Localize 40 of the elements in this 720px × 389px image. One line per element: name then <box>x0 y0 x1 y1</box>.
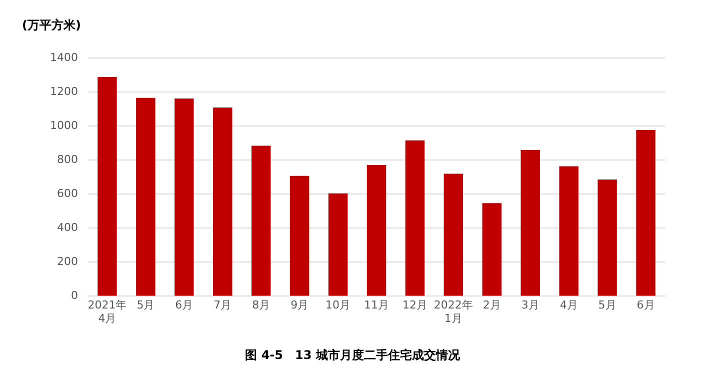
x-tick-label: 9月 <box>290 298 309 312</box>
bar <box>98 77 117 296</box>
y-tick-label: 200 <box>56 255 78 268</box>
bar <box>174 98 194 296</box>
x-tick-label: 12月 <box>402 298 428 312</box>
x-tick-label: 5月 <box>598 298 616 312</box>
x-tick-label: 8月 <box>252 298 270 312</box>
y-tick-label: 0 <box>70 289 78 302</box>
y-axis-title: (万平方米) <box>22 17 81 34</box>
x-tick-label: 2021年 4月 <box>88 298 127 325</box>
bar <box>598 179 617 296</box>
x-tick-label: 4月 <box>560 298 578 312</box>
bar <box>482 203 502 296</box>
bar <box>444 174 464 296</box>
x-tick-label: 10月 <box>326 298 351 312</box>
bar <box>213 108 232 296</box>
y-tick-label: 600 <box>56 186 78 200</box>
y-tick-label: 400 <box>56 221 78 234</box>
x-tick-label: 7月 <box>214 298 232 312</box>
y-tick-label: 1400 <box>50 50 78 64</box>
y-tick-label: 1200 <box>50 84 78 98</box>
x-tick-label: 3月 <box>521 298 540 312</box>
x-tick-label: 11月 <box>364 298 389 312</box>
bar <box>636 130 656 296</box>
x-tick-label: 2月 <box>482 298 501 312</box>
bar <box>328 193 348 296</box>
y-tick-label: 1000 <box>50 118 78 132</box>
text: 图 4-5 13 城市月度二手住宅成交情况 <box>245 348 461 362</box>
bar <box>290 176 310 296</box>
x-tick-label: 6月 <box>175 298 194 312</box>
bar <box>520 150 540 296</box>
bar <box>136 98 156 296</box>
bar <box>251 146 271 296</box>
x-tick-label: 6月 <box>636 298 655 312</box>
y-tick-label: 800 <box>56 152 78 166</box>
bar <box>366 165 386 296</box>
bar <box>405 140 425 296</box>
x-tick-label: 5月 <box>136 298 155 312</box>
bar <box>559 166 578 296</box>
x-tick-label: 2022年 1月 <box>434 298 473 325</box>
